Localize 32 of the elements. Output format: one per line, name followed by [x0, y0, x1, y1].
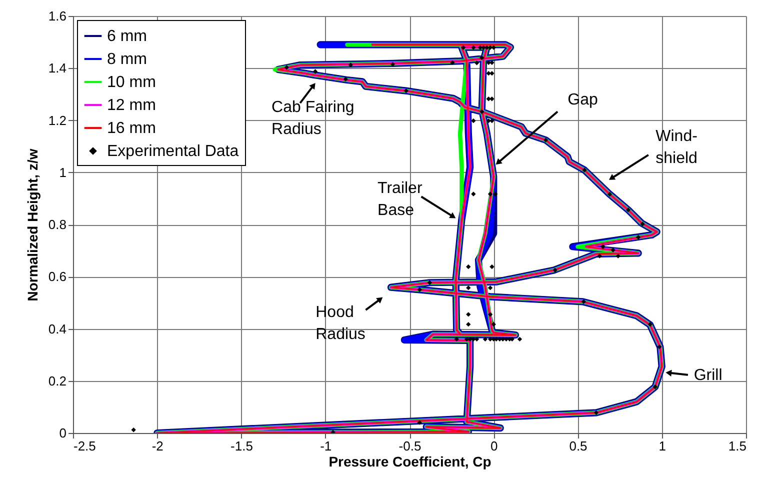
annotation: Gap [568, 91, 598, 108]
legend-label: 12 mm [107, 97, 156, 114]
x-tick-label: 0 [490, 438, 498, 454]
x-tick-label: 0.5 [569, 438, 588, 454]
x-tick-label: -2 [152, 438, 164, 454]
y-tick-label: 0 [59, 426, 66, 440]
x-tick-label: -1.5 [230, 438, 253, 454]
y-tick-label: 0.8 [48, 217, 66, 232]
x-axis-title: Pressure Coefficient, Cp [328, 454, 492, 470]
y-tick-label: 0.6 [48, 269, 66, 284]
y-tick-label: 0.2 [48, 373, 66, 388]
annotation: Grill [694, 366, 722, 384]
legend-label: 10 mm [107, 74, 156, 91]
y-axis-title: Normalized Height, z/w [24, 148, 40, 302]
legend-label: 6 mm [107, 28, 147, 45]
x-tick-label: -2.5 [74, 438, 96, 454]
legend-label: 8 mm [107, 51, 147, 68]
legend-label: 16 mm [107, 120, 156, 137]
annotation: Hood Radius [316, 304, 366, 344]
x-tick-label: 1.5 [728, 438, 746, 454]
x-tick-label: 1 [658, 438, 666, 454]
y-tick-label: 1.6 [48, 8, 66, 24]
annotation: Trailer Base [378, 180, 423, 220]
y-tick-label: 1.2 [48, 112, 66, 128]
annotation: Cab Fairing Radius [272, 99, 354, 138]
x-tick-label: -0.5 [398, 438, 422, 454]
legend-label: Experimental Data [107, 143, 239, 160]
y-tick-label: 1 [59, 164, 66, 180]
x-tick-label: -1 [320, 438, 332, 454]
y-tick-label: 0.4 [48, 321, 66, 336]
y-tick-label: 1.4 [48, 60, 66, 76]
annotation: Wind-shield [656, 128, 698, 167]
